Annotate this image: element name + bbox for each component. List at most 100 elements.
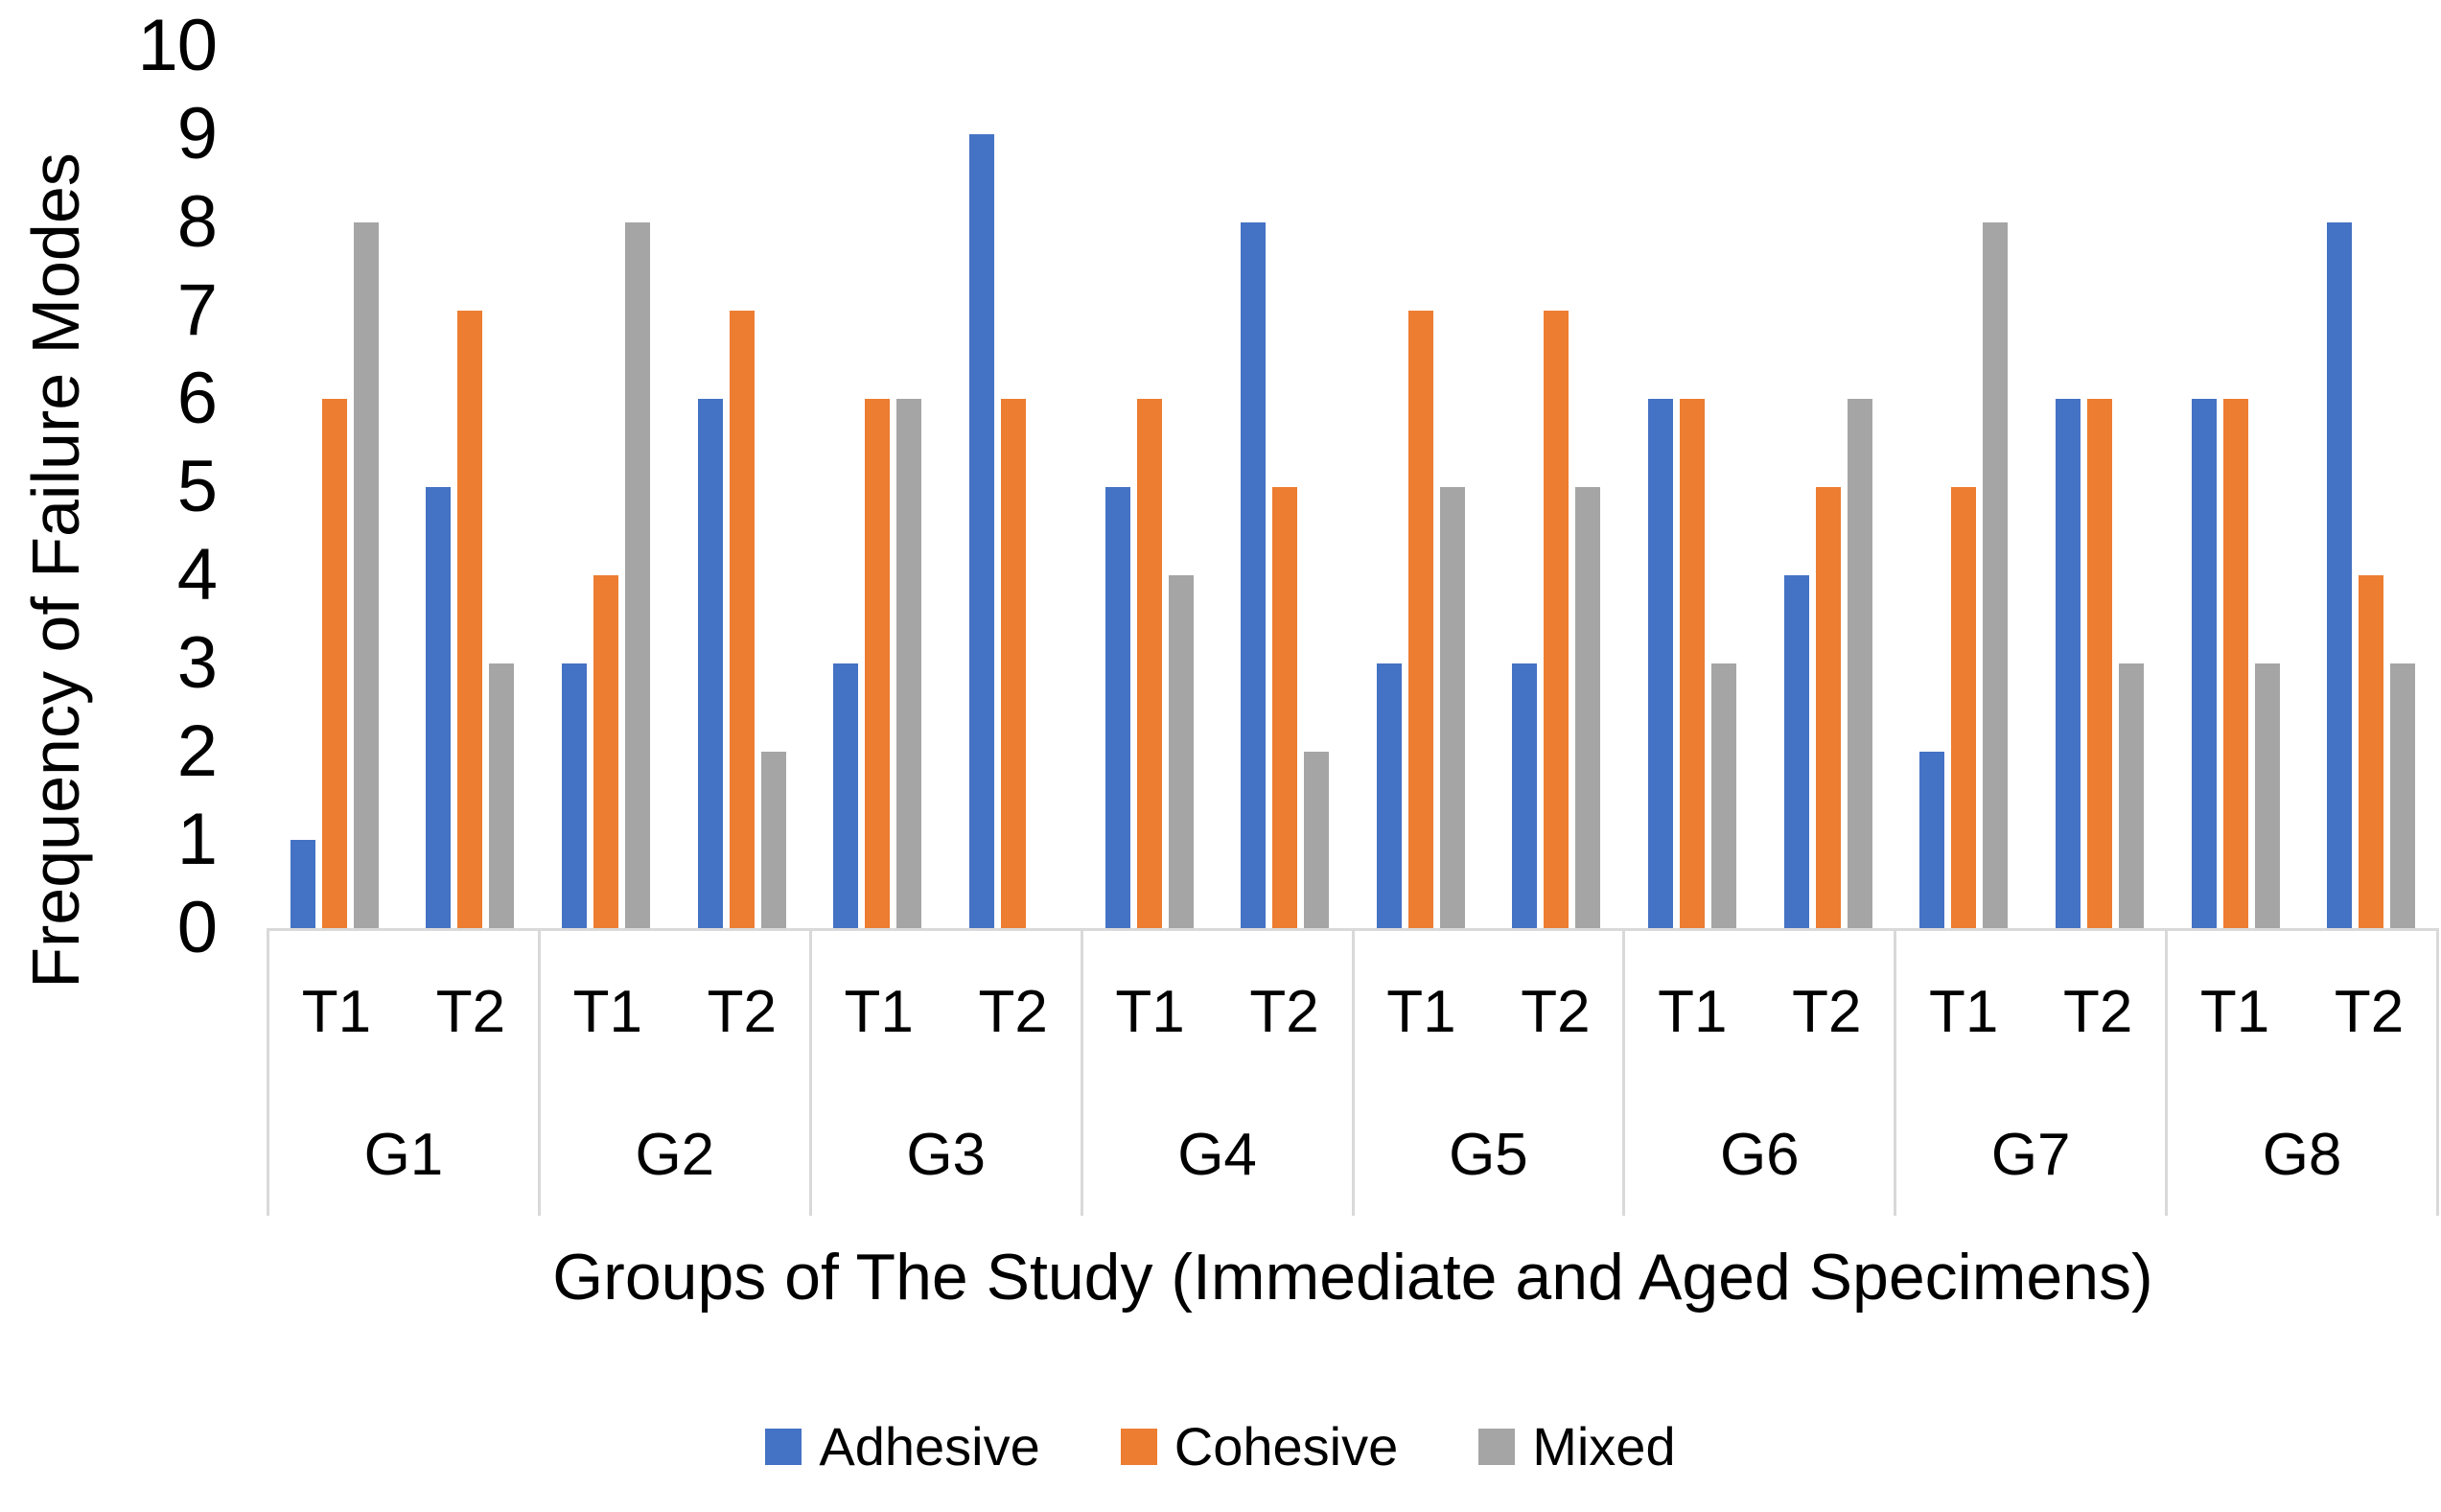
bar-cohesive-g3-t1: [865, 399, 891, 928]
cluster-g1-t2: [403, 46, 539, 928]
x-group-label-g5: G5: [1449, 1121, 1528, 1188]
bar-group-g1: [267, 46, 538, 928]
legend-item-cohesive: Cohesive: [1120, 1415, 1399, 1477]
y-tick-label-0: 0: [176, 886, 218, 968]
x-axis-table: T1 T2 G1 T1 T2 G2 T1 T2 G3 T1 T2 G4 T1 T2 G5 T1 T2 G6 T1 T2…: [267, 931, 2439, 1216]
bar-cohesive-g8-t2: [2359, 575, 2384, 928]
bar-mixed-g5-t2: [1575, 487, 1601, 928]
x-cell-g5: T1 T2 G5: [1351, 931, 1623, 1216]
bar-cohesive-g4-t1: [1136, 399, 1162, 928]
bar-cohesive-g2-t2: [729, 311, 755, 928]
x-tick-label-g7-t1: T1: [1929, 979, 1999, 1046]
subgroup-label-row-g4: T1 T2: [1083, 931, 1352, 1093]
bar-adhesive-g6-t2: [1783, 575, 1809, 928]
x-tick-label-g4-t1: T1: [1115, 979, 1185, 1046]
x-group-label-g4: G4: [1177, 1121, 1257, 1188]
bar-cohesive-g5-t1: [1407, 311, 1433, 928]
bar-adhesive-g1-t2: [426, 487, 452, 928]
bar-group-g6: [1624, 46, 1895, 928]
x-group-label-g3: G3: [906, 1121, 987, 1188]
bar-cohesive-g7-t1: [1951, 487, 1977, 928]
x-group-label-g1: G1: [363, 1121, 444, 1188]
cluster-g4-t2: [1217, 46, 1353, 928]
bar-cohesive-g5-t2: [1544, 311, 1569, 928]
x-cell-g2: T1 T2 G2: [537, 931, 809, 1216]
y-tick-label-1: 1: [176, 798, 218, 880]
bar-cohesive-g1-t2: [457, 311, 483, 928]
bar-group-g4: [1081, 46, 1353, 928]
bar-adhesive-g3-t1: [833, 663, 859, 928]
x-axis-title: Groups of The Study (Immediate and Aged …: [552, 1241, 2153, 1314]
bar-cohesive-g1-t1: [321, 399, 347, 928]
x-tick-label-g6-t1: T1: [1658, 979, 1728, 1046]
x-tick-label-g6-t2: T2: [1792, 979, 1862, 1046]
cluster-g8-t1: [2168, 46, 2304, 928]
bar-adhesive-g6-t1: [1648, 399, 1674, 928]
bar-group-g8: [2168, 46, 2439, 928]
cluster-g8-t2: [2303, 46, 2439, 928]
cluster-g4-t1: [1081, 46, 1218, 928]
x-tick-label-g1-t2: T2: [435, 979, 506, 1046]
x-tick-label-g2-t1: T1: [572, 979, 643, 1046]
bar-adhesive-g1-t1: [290, 840, 315, 928]
bar-mixed-g4-t1: [1168, 575, 1194, 928]
x-cell-g7: T1 T2 G7: [1894, 931, 2165, 1216]
x-tick-label-g3-t1: T1: [844, 979, 914, 1046]
y-axis-ticks: 0 1 2 3 4 5 6 7 8 9 10: [0, 9, 228, 964]
bar-mixed-g8-t1: [2254, 663, 2280, 928]
bar-adhesive-g8-t1: [2191, 399, 2217, 928]
bar-mixed-g7-t2: [2118, 663, 2144, 928]
bar-cohesive-g6-t1: [1680, 399, 1706, 928]
bar-cohesive-g8-t1: [2222, 399, 2248, 928]
bar-adhesive-g5-t2: [1512, 663, 1538, 928]
bar-adhesive-g5-t1: [1376, 663, 1402, 928]
subgroup-label-row-g8: T1 T2: [2168, 931, 2436, 1093]
y-tick-label-7: 7: [176, 268, 218, 351]
bar-mixed-g5-t1: [1439, 487, 1465, 928]
bar-mixed-g4-t2: [1304, 752, 1330, 928]
legend-item-mixed: Mixed: [1478, 1415, 1676, 1477]
cluster-g5-t2: [1489, 46, 1625, 928]
cluster-g7-t2: [2032, 46, 2168, 928]
x-cell-g6: T1 T2 G6: [1622, 931, 1894, 1216]
bar-mixed-g7-t1: [1983, 222, 2009, 928]
bar-adhesive-g7-t1: [1919, 752, 1945, 928]
y-tick-label-3: 3: [176, 621, 218, 704]
bar-adhesive-g4-t1: [1104, 487, 1130, 928]
bar-mixed-g8-t2: [2390, 663, 2416, 928]
bar-mixed-g1-t2: [489, 663, 515, 928]
bar-mixed-g1-t1: [353, 222, 379, 928]
y-tick-label-9: 9: [176, 92, 218, 174]
cluster-g6-t1: [1624, 46, 1760, 928]
bar-adhesive-g8-t2: [2327, 222, 2353, 928]
cluster-g1-t1: [267, 46, 403, 928]
legend-label-cohesive: Cohesive: [1174, 1416, 1399, 1477]
bar-group-g3: [810, 46, 1081, 928]
x-cell-g4: T1 T2 G4: [1080, 931, 1352, 1216]
x-tick-label-g5-t1: T1: [1386, 979, 1456, 1046]
bar-cohesive-g4-t2: [1272, 487, 1298, 928]
x-tick-label-g8-t1: T1: [2199, 979, 2270, 1046]
cluster-g2-t1: [538, 46, 674, 928]
subgroup-label-row-g1: T1 T2: [269, 931, 538, 1093]
bar-adhesive-g4-t2: [1241, 222, 1267, 928]
x-tick-label-g5-t2: T2: [1521, 979, 1591, 1046]
subgroup-label-row-g7: T1 T2: [1896, 931, 2165, 1093]
bar-mixed-g6-t2: [1847, 399, 1872, 928]
bar-mixed-g3-t1: [896, 399, 922, 928]
legend-label-mixed: Mixed: [1532, 1416, 1676, 1477]
bar-cohesive-g6-t2: [1815, 487, 1841, 928]
x-tick-label-g7-t2: T2: [2062, 979, 2133, 1046]
x-tick-label-g8-t2: T2: [2334, 979, 2405, 1046]
legend-swatch-cohesive: [1120, 1428, 1157, 1465]
y-tick-label-5: 5: [176, 445, 218, 527]
legend-item-adhesive: Adhesive: [765, 1415, 1040, 1477]
subgroup-label-row-g3: T1 T2: [812, 931, 1081, 1093]
bar-adhesive-g2-t1: [562, 663, 588, 928]
bar-adhesive-g7-t2: [2055, 399, 2081, 928]
bar-adhesive-g2-t2: [697, 399, 723, 928]
legend-swatch-mixed: [1478, 1428, 1516, 1465]
x-cell-g1: T1 T2 G1: [267, 931, 538, 1216]
x-tick-label-g4-t2: T2: [1249, 979, 1319, 1046]
